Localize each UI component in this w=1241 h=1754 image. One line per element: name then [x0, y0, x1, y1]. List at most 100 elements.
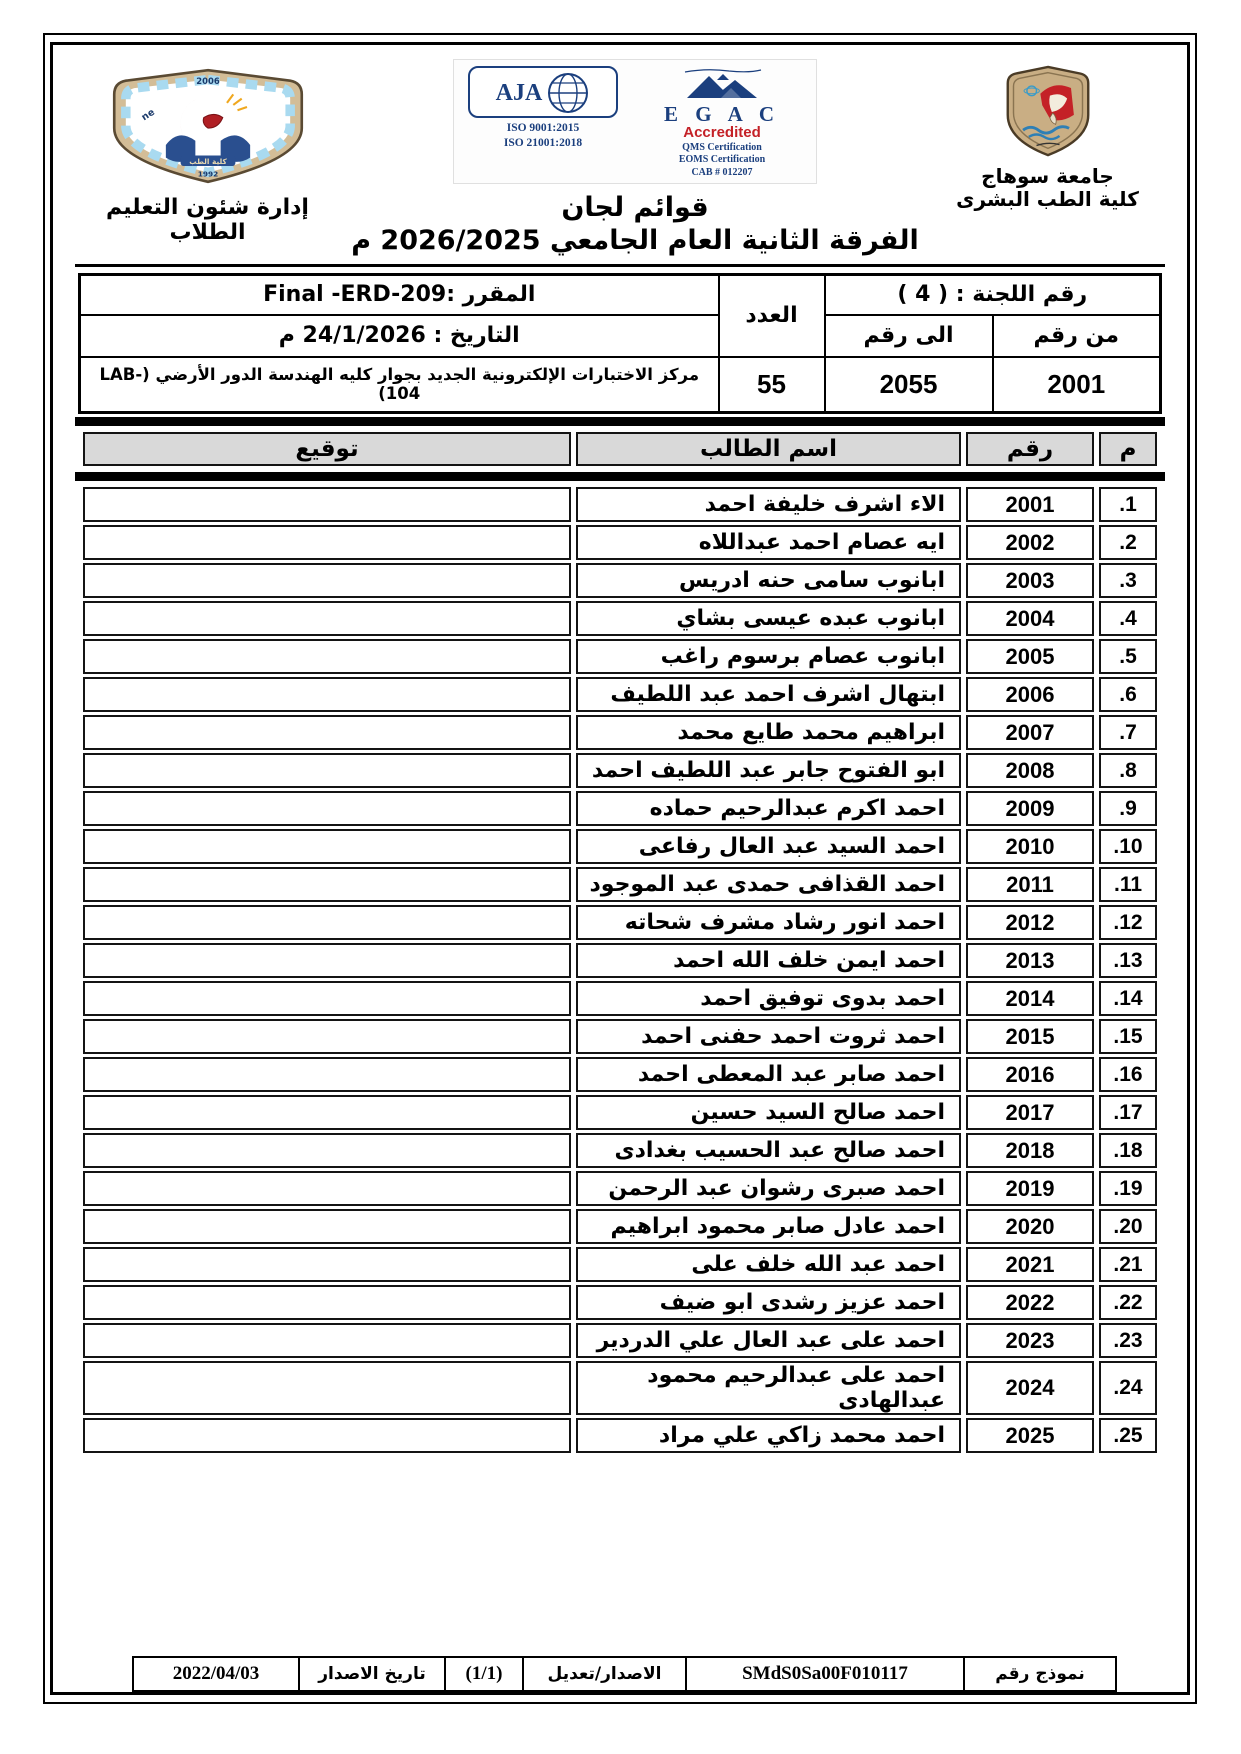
- signature-cell: [83, 943, 571, 978]
- header-index: م: [1099, 432, 1157, 466]
- student-row: 23. 2023 احمد على عبد العال علي الدردير: [83, 1323, 1157, 1358]
- aja-logo: AJA ISO 9001:2015 ISO 21001:2018: [468, 66, 618, 151]
- faculty-name: كلية الطب البشرى: [956, 187, 1139, 211]
- student-name: احمد اكرم عبدالرحيم حماده: [576, 791, 961, 826]
- student-name: احمد صالح عبد الحسيب بغدادى: [576, 1133, 961, 1168]
- signature-cell: [83, 1247, 571, 1282]
- student-index: 24.: [1099, 1361, 1157, 1415]
- student-row: 20. 2020 احمد عادل صابر محمود ابراهيم: [83, 1209, 1157, 1244]
- student-name: الاء اشرف خليفة احمد: [576, 487, 961, 522]
- student-name: احمد عادل صابر محمود ابراهيم: [576, 1209, 961, 1244]
- committee-number-cell: رقم اللجنة : ( 4 ): [823, 273, 1162, 316]
- student-name: احمد ايمن خلف الله احمد: [576, 943, 961, 978]
- student-row: 1. 2001 الاء اشرف خليفة احمد: [83, 487, 1157, 522]
- student-number: 2022: [966, 1285, 1094, 1320]
- header-signature: توقيع: [83, 432, 571, 466]
- student-index: 14.: [1099, 981, 1157, 1016]
- page-frame: جامعة سوهاج كلية الطب البشرى E G A C Acc…: [43, 33, 1197, 1704]
- student-name: احمد السيد عبد العال رفاعى: [576, 829, 961, 864]
- student-row: 10. 2010 احمد السيد عبد العال رفاعى: [83, 829, 1157, 864]
- student-number: 2017: [966, 1095, 1094, 1130]
- signature-cell: [83, 981, 571, 1016]
- student-row: 3. 2003 ابانوب سامى حنه ادريس: [83, 563, 1157, 598]
- student-row: 14. 2014 احمد بدوى توفيق احمد: [83, 981, 1157, 1016]
- egac-mountain-icon: [684, 69, 762, 98]
- student-number: 2002: [966, 525, 1094, 560]
- signature-cell: [83, 1209, 571, 1244]
- aja-iso1: ISO 9001:2015: [506, 122, 580, 134]
- student-index: 2.: [1099, 525, 1157, 560]
- student-row: 24. 2024 احمد على عبدالرحيم محمود عبداله…: [83, 1361, 1157, 1415]
- signature-cell: [83, 715, 571, 750]
- student-number: 2013: [966, 943, 1094, 978]
- student-row: 21. 2021 احمد عبد الله خلف على: [83, 1247, 1157, 1282]
- student-name: ابو الفتوح جابر عبد اللطيف احمد: [576, 753, 961, 788]
- date-cell: التاريخ : 24/1/2026 م: [78, 313, 720, 358]
- course-cell: المقرر :Final -ERD-209: [78, 273, 720, 316]
- student-number: 2019: [966, 1171, 1094, 1206]
- student-row: 6. 2006 ابتهال اشرف احمد عبد اللطيف: [83, 677, 1157, 712]
- students-table: 1. 2001 الاء اشرف خليفة احمد 2. 2002 ايه…: [78, 484, 1162, 1456]
- student-index: 3.: [1099, 563, 1157, 598]
- student-row: 11. 2011 احمد القذافى حمدى عبد الموجود: [83, 867, 1157, 902]
- student-index: 19.: [1099, 1171, 1157, 1206]
- student-number: 2006: [966, 677, 1094, 712]
- aja-globe-icon: [548, 73, 589, 113]
- issue-date-label: تاريخ الاصدار: [298, 1656, 446, 1692]
- location-cell: مركز الاختبارات الإلكترونية الجديد بجوار…: [78, 355, 720, 414]
- svg-text:2006: 2006: [196, 76, 220, 86]
- student-number: 2015: [966, 1019, 1094, 1054]
- signature-cell: [83, 1323, 571, 1358]
- student-index: 25.: [1099, 1418, 1157, 1453]
- department-name: إدارة شئون التعليم الطلاب: [106, 195, 309, 245]
- student-name: ابانوب عبده عيسى بشاي: [576, 601, 961, 636]
- student-name: ابراهيم محمد طايع محمد: [576, 715, 961, 750]
- student-row: 9. 2009 احمد اكرم عبدالرحيم حماده: [83, 791, 1157, 826]
- student-number: 2016: [966, 1057, 1094, 1092]
- student-row: 17. 2017 احمد صالح السيد حسين: [83, 1095, 1157, 1130]
- student-number: 2023: [966, 1323, 1094, 1358]
- student-number: 2021: [966, 1247, 1094, 1282]
- student-number: 2003: [966, 563, 1094, 598]
- signature-cell: [83, 1418, 571, 1453]
- signature-cell: [83, 1171, 571, 1206]
- student-number: 2008: [966, 753, 1094, 788]
- page-subtitle: الفرقة الثانية العام الجامعي 2026/2025 م: [351, 225, 919, 256]
- student-number: 2007: [966, 715, 1094, 750]
- student-index: 17.: [1099, 1095, 1157, 1130]
- student-name: احمد صابر عبد المعطى احمد: [576, 1057, 961, 1092]
- egac-line1: QMS Certification: [682, 141, 762, 153]
- student-name: احمد عبد الله خلف على: [576, 1247, 961, 1282]
- student-index: 8.: [1099, 753, 1157, 788]
- header-name: اسم الطالب: [576, 432, 961, 466]
- student-index: 9.: [1099, 791, 1157, 826]
- svg-text:كلية الطب: كلية الطب: [189, 157, 227, 166]
- student-number: 2020: [966, 1209, 1094, 1244]
- from-number-cell: 2001: [991, 355, 1162, 414]
- student-name: احمد القذافى حمدى عبد الموجود: [576, 867, 961, 902]
- page-frame-inner: جامعة سوهاج كلية الطب البشرى E G A C Acc…: [50, 42, 1190, 1695]
- student-number: 2012: [966, 905, 1094, 940]
- student-row: 19. 2019 احمد صبرى رشوان عبد الرحمن: [83, 1171, 1157, 1206]
- signature-cell: [83, 639, 571, 674]
- student-name: احمد صبرى رشوان عبد الرحمن: [576, 1171, 961, 1206]
- student-name: احمد انور رشاد مشرف شحاته: [576, 905, 961, 940]
- student-name: ابانوب عصام برسوم راغب: [576, 639, 961, 674]
- student-number: 2010: [966, 829, 1094, 864]
- svg-text:1992: 1992: [197, 170, 217, 179]
- signature-cell: [83, 525, 571, 560]
- student-name: ابانوب سامى حنه ادريس: [576, 563, 961, 598]
- signature-cell: [83, 867, 571, 902]
- egac-name: E G A C: [663, 102, 781, 126]
- student-number: 2011: [966, 867, 1094, 902]
- student-name: احمد على عبدالرحيم محمود عبدالهادى: [576, 1361, 961, 1415]
- student-index: 22.: [1099, 1285, 1157, 1320]
- student-name: احمد بدوى توفيق احمد: [576, 981, 961, 1016]
- student-index: 15.: [1099, 1019, 1157, 1054]
- signature-cell: [83, 487, 571, 522]
- count-value-cell: 55: [717, 355, 826, 414]
- student-number: 2018: [966, 1133, 1094, 1168]
- university-logo-icon: [1006, 65, 1089, 157]
- signature-cell: [83, 601, 571, 636]
- signature-cell: [83, 1095, 571, 1130]
